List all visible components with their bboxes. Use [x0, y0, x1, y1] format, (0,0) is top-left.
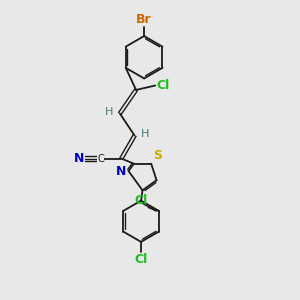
Text: Cl: Cl — [157, 79, 170, 92]
Text: Cl: Cl — [134, 194, 148, 207]
Text: Br: Br — [136, 13, 152, 26]
Text: H: H — [141, 129, 149, 139]
Text: N: N — [116, 165, 126, 178]
Text: Cl: Cl — [134, 253, 148, 266]
Text: N: N — [74, 152, 85, 165]
Text: H: H — [105, 107, 113, 117]
Text: S: S — [154, 149, 163, 162]
Text: C: C — [97, 154, 104, 164]
